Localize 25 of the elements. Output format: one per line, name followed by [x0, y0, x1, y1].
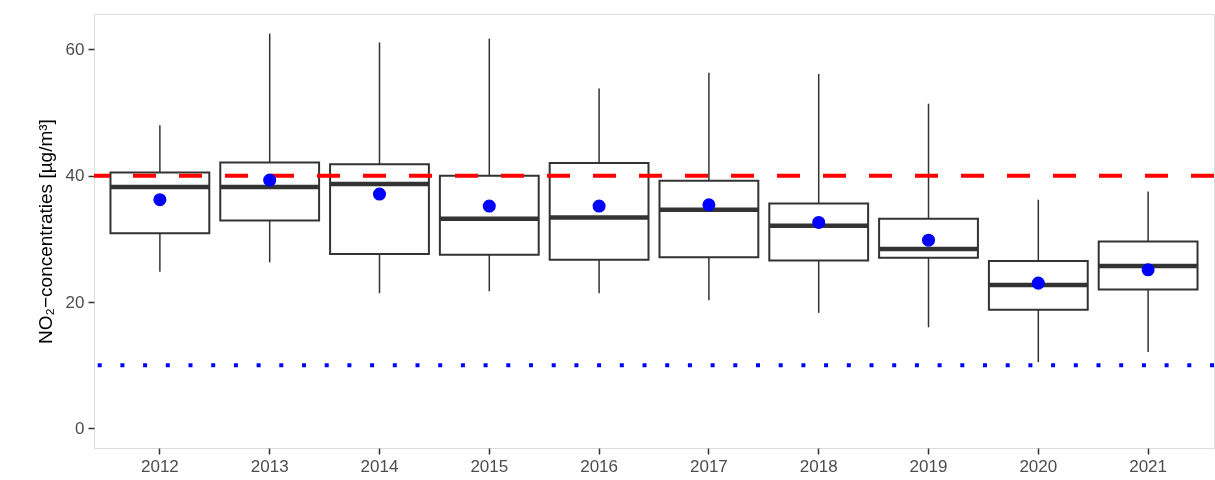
point — [1031, 276, 1045, 290]
x-tick-label: 2014 — [360, 456, 399, 476]
x-tick-label: 2020 — [1019, 456, 1058, 476]
x-tick-label: 2013 — [250, 456, 289, 476]
x-tick-label: 2018 — [799, 456, 838, 476]
point — [263, 173, 277, 187]
point — [921, 233, 936, 247]
x-tick-label: 2012 — [140, 456, 179, 476]
y-tick-label: 40 — [65, 166, 85, 186]
point — [702, 198, 716, 212]
point — [372, 187, 387, 201]
point — [482, 199, 496, 213]
point — [592, 199, 606, 213]
y-axis-title: NO₂−concentraties [µg/m³] — [34, 119, 56, 344]
x-tick-label: 2021 — [1129, 456, 1168, 476]
y-tick-label: 60 — [65, 39, 85, 59]
point — [1141, 263, 1155, 277]
point — [153, 193, 167, 207]
y-tick-label: 0 — [75, 418, 85, 438]
point — [812, 215, 826, 229]
x-tick-label: 2016 — [580, 456, 619, 476]
x-tick-label: 2017 — [689, 456, 728, 476]
x-tick-label: 2015 — [470, 456, 509, 476]
y-tick-label: 20 — [65, 292, 85, 312]
x-tick-label: 2019 — [909, 456, 948, 476]
